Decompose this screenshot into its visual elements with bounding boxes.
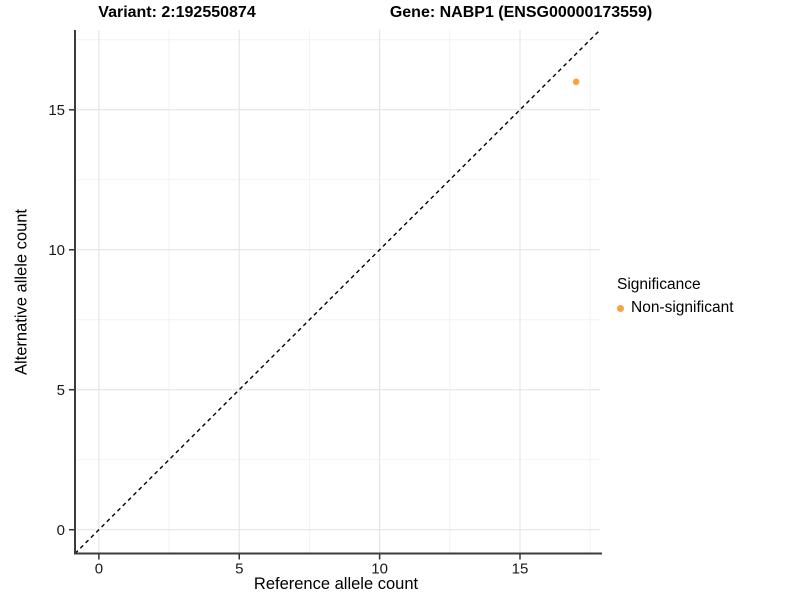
legend: Significance Non-significant: [617, 276, 734, 317]
identity-line: [74, 29, 601, 554]
data-point: [572, 78, 580, 86]
x-tick-label: 10: [371, 561, 388, 578]
legend-item-label: Non-significant: [631, 299, 734, 316]
y-axis-label: Alternative allele count: [12, 208, 31, 376]
y-tick-label: 15: [48, 102, 65, 119]
legend-item: Non-significant: [617, 299, 734, 317]
x-axis-label: Reference allele count: [253, 575, 419, 593]
legend-title: Significance: [617, 276, 701, 293]
y-tick-label: 0: [57, 522, 65, 539]
y-tick-label: 10: [48, 242, 65, 259]
variant-title: Variant: 2:192550874: [98, 4, 256, 21]
y-tick-label: 5: [57, 382, 65, 399]
legend-point-icon: [617, 304, 624, 312]
x-tick-label: 15: [512, 561, 529, 578]
x-tick-label: 0: [95, 561, 103, 578]
gene-title: Gene: NABP1 (ENSG00000173559): [389, 4, 653, 21]
x-tick-label: 5: [235, 561, 243, 578]
